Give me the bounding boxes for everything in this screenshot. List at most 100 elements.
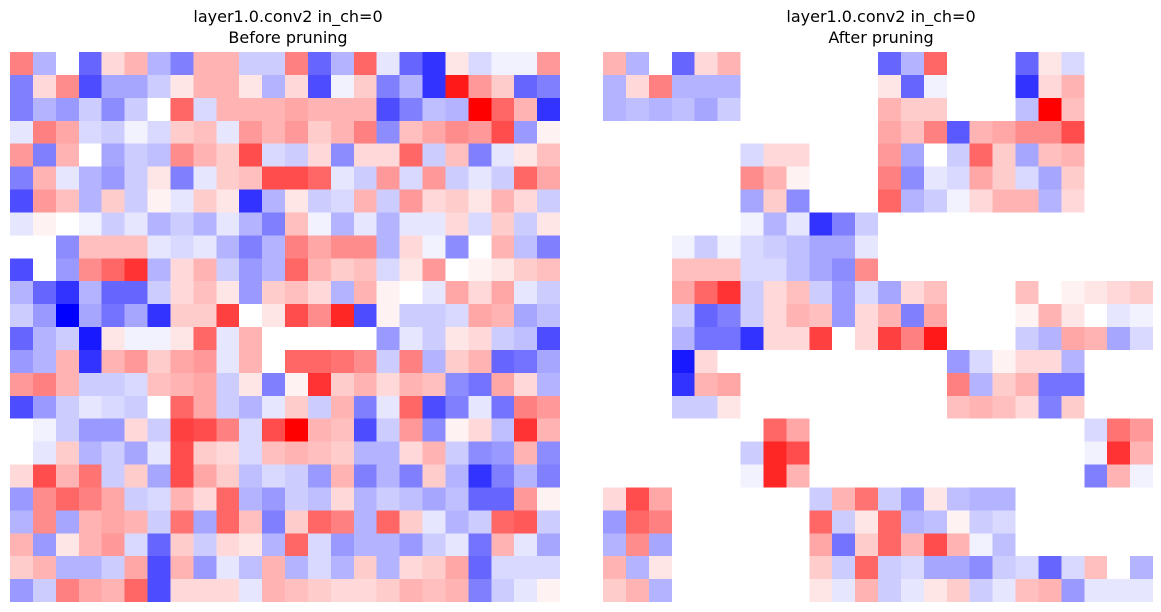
heatmap-cell	[239, 487, 263, 511]
heatmap-cell	[1015, 212, 1039, 236]
heatmap-cell	[809, 143, 833, 167]
heatmap-cell	[900, 143, 925, 167]
heatmap-cell	[832, 579, 856, 602]
heatmap-cell	[78, 327, 102, 351]
heatmap-cell	[603, 281, 627, 305]
heatmap-cell	[330, 74, 355, 99]
heatmap-cell	[832, 212, 856, 236]
heatmap-cell	[1107, 395, 1131, 419]
heatmap-cell	[1084, 327, 1108, 351]
heatmap-cell	[514, 120, 538, 144]
heatmap-cell	[625, 166, 650, 190]
heatmap-cell	[399, 97, 423, 122]
heatmap-cell	[353, 418, 377, 442]
heatmap-cell	[491, 372, 515, 397]
heatmap-cell	[1130, 395, 1153, 419]
heatmap-cell	[147, 556, 171, 580]
chart-subtitle-line: After pruning	[828, 28, 934, 47]
heatmap-cell	[147, 74, 171, 99]
heatmap-cell	[740, 533, 764, 557]
heatmap-cell	[717, 533, 741, 557]
heatmap-cell	[923, 372, 948, 397]
heatmap-cell	[878, 304, 902, 328]
heatmap-cell	[78, 464, 102, 488]
heatmap-cell	[10, 464, 34, 488]
heatmap-cell	[445, 52, 469, 76]
heatmap-cell	[763, 120, 787, 144]
heatmap-cell	[239, 510, 263, 534]
heatmap-cell	[786, 395, 810, 419]
heatmap-cell	[216, 97, 240, 122]
heatmap-cell	[170, 487, 194, 511]
heatmap-cell	[625, 579, 650, 602]
heatmap-cell	[717, 395, 741, 419]
heatmap-cell	[330, 556, 355, 580]
heatmap-cell	[216, 327, 240, 351]
heatmap-cell	[32, 281, 57, 305]
heatmap-cell	[1061, 372, 1085, 397]
heatmap-cell	[992, 258, 1016, 282]
heatmap-cell	[307, 418, 332, 442]
heatmap-cell	[353, 235, 377, 259]
heatmap-cell	[262, 579, 286, 602]
heatmap-cell	[330, 281, 355, 305]
heatmap-cell	[537, 120, 560, 144]
heatmap-cell	[900, 212, 925, 236]
heatmap-cell	[330, 349, 355, 374]
heatmap-cell	[946, 97, 970, 122]
heatmap-cell	[855, 395, 879, 419]
heatmap-cell	[353, 510, 377, 534]
heatmap-cell	[671, 579, 695, 602]
heatmap-cell	[353, 349, 377, 374]
heatmap-cell	[1107, 510, 1131, 534]
heatmap-cell	[648, 258, 673, 282]
heatmap-cell	[445, 556, 469, 580]
heatmap-cell	[422, 166, 446, 190]
heatmap-cell	[786, 97, 810, 122]
heatmap-cell	[55, 74, 80, 99]
heatmap-cell	[1107, 418, 1131, 442]
heatmap-cell	[124, 441, 148, 465]
heatmap-cell	[10, 418, 34, 442]
heatmap-cell	[717, 441, 741, 465]
heatmap-cell	[809, 441, 833, 465]
heatmap-cell	[740, 120, 764, 144]
heatmap-cell	[537, 52, 560, 76]
heatmap-cell	[603, 556, 627, 580]
heatmap-cell	[923, 487, 948, 511]
heatmap-cell	[832, 533, 856, 557]
heatmap-cell	[809, 166, 833, 190]
heatmap-cell	[717, 372, 741, 397]
heatmap-cell	[855, 52, 879, 76]
heatmap-cell	[101, 349, 125, 374]
heatmap-cell	[353, 304, 377, 328]
heatmap-cell	[855, 120, 879, 144]
heatmap-cell	[648, 281, 673, 305]
heatmap-cell	[946, 327, 970, 351]
heatmap-cell	[786, 166, 810, 190]
heatmap-cell	[648, 52, 673, 76]
heatmap-cell	[740, 441, 764, 465]
heatmap-cell	[422, 556, 446, 580]
heatmap-cell	[330, 327, 355, 351]
heatmap-cell	[1107, 97, 1131, 122]
heatmap-cell	[216, 258, 240, 282]
heatmap-cell	[786, 74, 810, 99]
heatmap-cell	[307, 281, 332, 305]
heatmap-cell	[468, 533, 492, 557]
heatmap-cell	[307, 304, 332, 328]
heatmap-cell	[832, 52, 856, 76]
heatmap-cell	[239, 441, 263, 465]
heatmap-cell	[422, 441, 446, 465]
heatmap-cell	[170, 510, 194, 534]
heatmap-cell	[10, 52, 34, 76]
heatmap-cell	[969, 235, 993, 259]
heatmap-cell	[1015, 235, 1039, 259]
heatmap-cell	[969, 441, 993, 465]
heatmap-cell	[1130, 74, 1153, 99]
heatmap-cell	[1061, 441, 1085, 465]
heatmap-cell	[992, 556, 1016, 580]
heatmap-cell	[969, 189, 993, 213]
heatmap-cell	[422, 464, 446, 488]
heatmap-cell	[216, 533, 240, 557]
